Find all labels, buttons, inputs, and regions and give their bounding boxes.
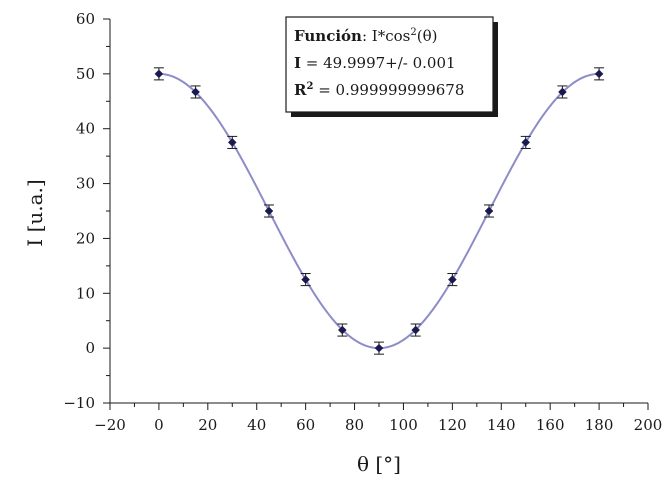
y-tick-label: −10 [63, 394, 95, 412]
ticks: −20 0 20 40 60 80 100 120 140 160 180 200 −10 0 10 20 30… [63, 10, 662, 434]
x-tick-label: 0 [154, 416, 164, 434]
legend-box: Función: I*cos2(θ) I = 49.9997+/- 0.001 … [285, 16, 498, 117]
y-tick-label: 50 [76, 65, 95, 83]
data-point [557, 85, 568, 99]
x-tick-label: 140 [487, 416, 516, 434]
point-marker [484, 206, 494, 216]
y-tick-label: 60 [76, 10, 95, 28]
legend-function-label: Función [294, 27, 362, 45]
x-tick-label: 20 [198, 416, 217, 434]
legend-function-tail: (θ) [417, 27, 438, 45]
data-point [190, 85, 201, 99]
point-marker [191, 87, 200, 97]
data-point [374, 341, 384, 355]
point-marker [227, 138, 237, 147]
y-tick-label: 0 [85, 339, 95, 357]
point-marker [558, 87, 567, 97]
point-marker [264, 206, 274, 216]
data-point [300, 273, 311, 287]
data-point [227, 135, 238, 149]
x-tick-label: 180 [585, 416, 614, 434]
x-tick-label: −20 [94, 416, 126, 434]
legend-function-expr: : I*cos [362, 27, 410, 45]
legend-line-function: Función: I*cos2(θ) [294, 27, 437, 45]
point-marker [374, 343, 384, 353]
x-axis-label: θ [°] [357, 452, 401, 476]
legend-line-intensity: I = 49.9997+/- 0.001 [294, 54, 456, 72]
x-tick-label: 200 [634, 416, 663, 434]
legend-frame [285, 16, 494, 113]
y-tick-label: 10 [76, 284, 95, 302]
data-points-group [153, 67, 605, 355]
legend-r-sup: 2 [306, 81, 313, 92]
y-tick-label: 20 [76, 229, 95, 247]
data-point [520, 135, 531, 149]
data-point [153, 67, 164, 81]
legend-intensity-value: = 49.9997+/- 0.001 [301, 54, 456, 72]
legend-line-r2: R2 = 0.999999999678 [294, 81, 464, 99]
y-tick-label: 40 [76, 120, 95, 138]
point-marker [154, 69, 164, 79]
data-point [594, 67, 605, 81]
x-tick-label: 100 [389, 416, 418, 434]
y-axis-label: I [u.a.] [23, 179, 47, 246]
data-point [484, 204, 495, 218]
point-marker [301, 275, 310, 284]
x-tick-label: 40 [247, 416, 266, 434]
point-marker [411, 325, 421, 335]
point-marker [337, 325, 347, 335]
y-tick-label: 30 [76, 175, 95, 193]
data-point [447, 273, 458, 287]
legend-r2-value: = 0.999999999678 [313, 81, 464, 99]
data-point [410, 323, 421, 337]
x-tick-label: 80 [345, 416, 364, 434]
point-marker [594, 69, 604, 79]
x-tick-label: 120 [438, 416, 467, 434]
data-point [337, 323, 348, 337]
data-point [263, 204, 274, 218]
legend-intensity-symbol: I [294, 54, 301, 72]
x-tick-label: 160 [536, 416, 565, 434]
legend-function-sup: 2 [410, 27, 416, 38]
point-marker [521, 138, 531, 147]
x-tick-label: 60 [296, 416, 315, 434]
point-marker [448, 275, 457, 284]
legend-r-symbol: R [294, 81, 307, 99]
